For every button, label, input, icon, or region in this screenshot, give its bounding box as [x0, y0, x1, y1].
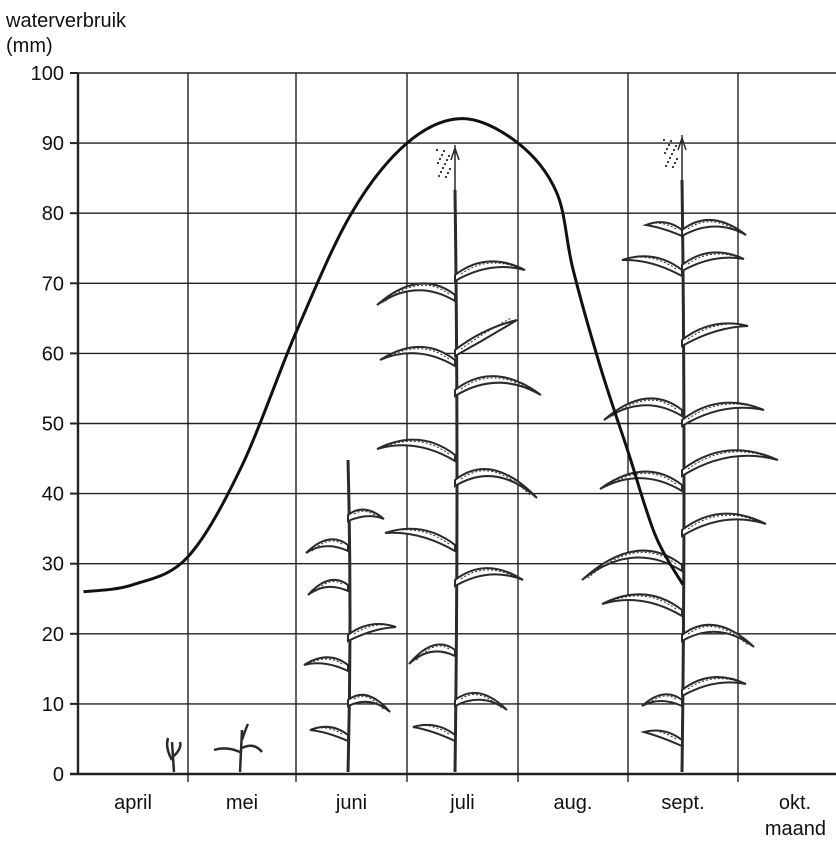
y-tick-labels: 0 10 20 30 40 50 60 70 80 90 100 [31, 63, 64, 786]
seedling-mei [213, 723, 263, 773]
maize-plant-illustrations [165, 135, 779, 773]
young-maize-plant [303, 459, 397, 773]
seedling-april [165, 737, 182, 773]
y-tick-label-30: 30 [42, 554, 64, 576]
y-tick-label-10: 10 [42, 694, 64, 716]
x-tick-label-juni: juni [335, 792, 367, 814]
mature-maize-plant [581, 135, 779, 773]
axes [70, 72, 836, 776]
x-tick-label-mei: mei [226, 792, 258, 814]
water-use-curve [83, 117, 685, 594]
x-tick-label-aug: aug. [554, 792, 593, 814]
x-tick-label-april: april [114, 792, 152, 814]
y-tick-label-80: 80 [42, 203, 64, 225]
y-tick-label-60: 60 [42, 343, 64, 365]
x-axis-label: maand [765, 818, 826, 840]
y-tick-label-40: 40 [42, 484, 64, 506]
x-tick-labels: april mei juni juli aug. sept. okt. [114, 792, 811, 814]
y-tick-label-20: 20 [42, 624, 64, 646]
y-tick-label-50: 50 [42, 414, 64, 436]
x-tick-label-sept: sept. [661, 792, 704, 814]
y-axis-label-line2: (mm) [6, 35, 53, 57]
y-tick-label-90: 90 [42, 133, 64, 155]
x-tick-label-okt: okt. [779, 792, 811, 814]
y-tick-label-0: 0 [53, 764, 64, 786]
y-tick-label-100: 100 [31, 63, 64, 85]
x-tick-label-juli: juli [449, 792, 474, 814]
maize-plant-tasseling [376, 145, 542, 773]
y-tick-label-70: 70 [42, 273, 64, 295]
y-axis-label-line1: waterverbruik [5, 10, 127, 32]
